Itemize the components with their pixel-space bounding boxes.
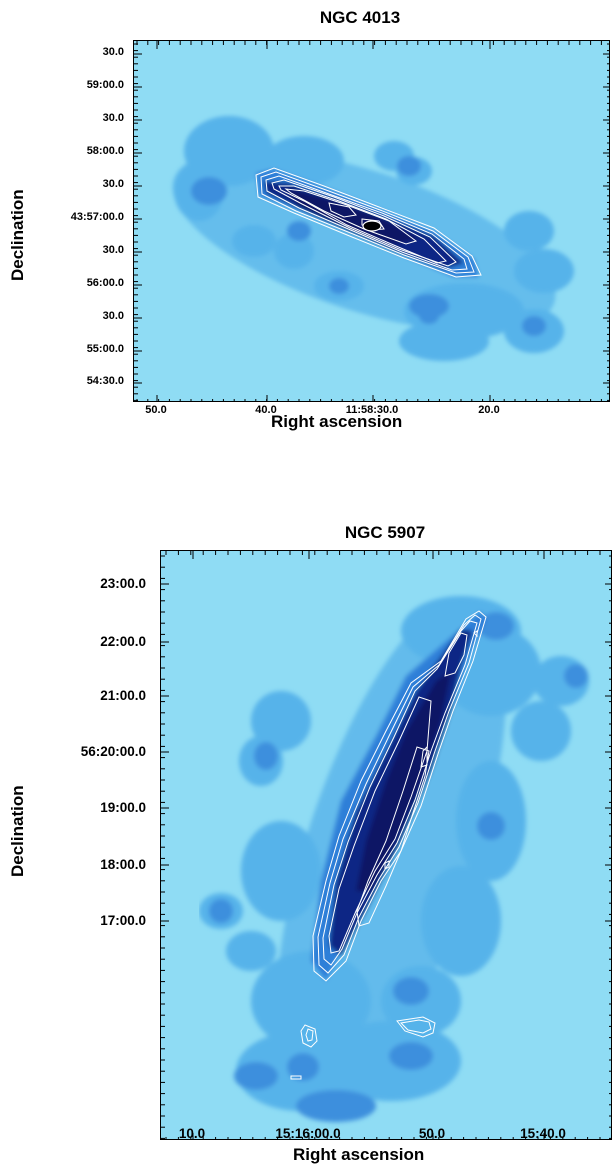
panel2-y-tick-label: 23:00.0 xyxy=(100,576,146,591)
panel1-x-tick-label: 40.0 xyxy=(255,404,277,416)
panel1-x-tick-label: 50.0 xyxy=(145,404,167,416)
panel1-halo xyxy=(172,116,574,361)
panel2-y-tick-label: 17:00.0 xyxy=(100,913,146,928)
panel1-y-tick-label: 58:00.0 xyxy=(86,145,124,157)
panel1-y-tick-label: 56:00.0 xyxy=(86,277,124,289)
panel1-y-tick-label: 30.0 xyxy=(102,310,124,322)
panel1-y-tick-label: 43:57:00.0 xyxy=(70,211,124,223)
panel2-y-tick-label: 56:20:00.0 xyxy=(80,744,146,759)
panel1-y-tick-label: 55:00.0 xyxy=(86,343,124,355)
panel2-y-tick-label: 19:00.0 xyxy=(100,800,146,815)
panel1-x-axis-title: Right ascension xyxy=(271,412,403,431)
panel2-x-tick-label: 50.0 xyxy=(418,1126,446,1141)
panel2-contours xyxy=(290,610,487,1080)
panel1-y-tick-label: 30.0 xyxy=(102,178,124,190)
panel2-y-tick-label: 21:00.0 xyxy=(100,688,146,703)
panel1-galaxy-map xyxy=(134,41,609,401)
panel1-y-tick-label: 30.0 xyxy=(102,244,124,256)
panel1-y-tick-label: 30.0 xyxy=(102,112,124,124)
panel1-nucleus xyxy=(362,220,382,232)
panel2-y-tick-label: 22:00.0 xyxy=(100,634,146,649)
panel1-x-tick-label: 20.0 xyxy=(478,404,500,416)
panel2-galaxy-map xyxy=(161,551,611,1139)
panel1-image xyxy=(133,40,610,402)
panel2-x-tick-label: 15:16:00.0 xyxy=(275,1126,341,1141)
panel1-contours xyxy=(255,167,482,278)
panel2-title: NGC 5907 xyxy=(344,523,426,542)
panel2-y-axis-title: Declination xyxy=(8,785,27,877)
panel1-y-tick-label: 54:30.0 xyxy=(86,375,124,387)
panel2-x-axis-title: Right ascension xyxy=(293,1145,425,1164)
panel1-x-tick-label: 11:58:30.0 xyxy=(345,404,399,416)
panel2-y-tick-label: 18:00.0 xyxy=(100,857,146,872)
panel1-y-tick-label: 30.0 xyxy=(102,46,124,58)
panel1-title: NGC 4013 xyxy=(319,8,401,27)
panel2-disk xyxy=(311,611,486,981)
panel2-x-tick-label: 10.0 xyxy=(178,1126,206,1141)
panel1-y-axis-title: Declination xyxy=(8,189,27,281)
panel1-y-tick-label: 59:00.0 xyxy=(86,79,124,91)
panel2-x-tick-label: 15:40.0 xyxy=(520,1126,566,1141)
panel2-image xyxy=(160,550,612,1140)
